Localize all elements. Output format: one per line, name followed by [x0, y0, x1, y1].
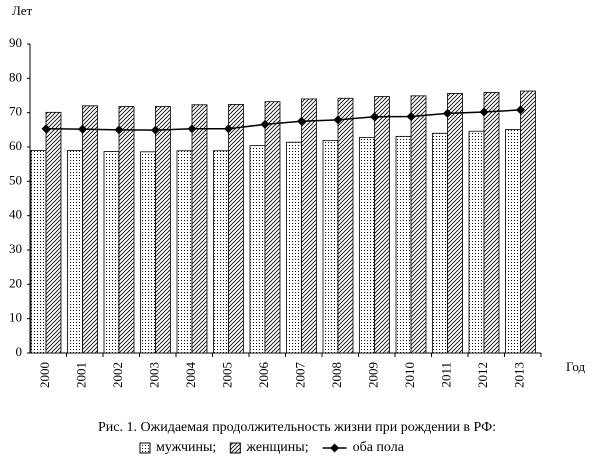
- line-marker: [260, 119, 270, 129]
- bar: [264, 101, 281, 354]
- legend-label: оба пола: [353, 440, 405, 455]
- y-tick-label: 30: [9, 241, 22, 256]
- y-tick-label: 70: [9, 104, 22, 119]
- bar: [301, 98, 317, 354]
- bar: [374, 96, 390, 354]
- x-tick-label: 2003: [146, 362, 161, 388]
- bar: [432, 132, 448, 354]
- legend-label: мужчины;: [156, 440, 216, 455]
- y-tick-label: 0: [16, 344, 23, 359]
- line-marker: [443, 108, 452, 118]
- bar: [176, 150, 193, 354]
- bar: [395, 135, 412, 354]
- y-tick-label: 10: [9, 310, 22, 325]
- line-marker: [406, 111, 416, 121]
- line-marker: [41, 124, 51, 134]
- x-tick-label: 2009: [365, 362, 380, 388]
- bar: [410, 95, 427, 354]
- line-marker: [297, 116, 306, 126]
- line-marker: [114, 125, 124, 135]
- bar: [447, 93, 463, 354]
- legend-swatch: [229, 442, 241, 454]
- bar: [483, 92, 500, 354]
- bar: [103, 151, 120, 354]
- line: [45, 109, 521, 131]
- x-tick-label: 2007: [292, 362, 307, 389]
- x-tick-label: 2002: [110, 362, 125, 388]
- bar: [67, 150, 83, 354]
- y-tick-label: 60: [9, 138, 22, 153]
- x-tick-label: 2004: [183, 362, 198, 389]
- x-tick-label: 2008: [329, 362, 344, 388]
- bar: [322, 140, 339, 354]
- x-tick-label: 2010: [402, 362, 417, 388]
- bar: [140, 151, 156, 354]
- line-marker: [151, 125, 160, 135]
- x-axis-label: Год: [566, 359, 585, 374]
- bar: [191, 104, 208, 354]
- x-tick-label: 2005: [219, 362, 234, 388]
- bar: [118, 106, 135, 354]
- legend-marker: [330, 443, 340, 453]
- line-marker: [78, 124, 87, 134]
- bar: [155, 106, 171, 354]
- bar: [505, 129, 521, 354]
- bar: [213, 150, 229, 354]
- bar: [520, 90, 536, 354]
- chart-title: Рис. 1. Ожидаемая продолжительность жизн…: [98, 420, 496, 435]
- y-tick-label: 80: [9, 69, 22, 84]
- bar: [30, 150, 47, 354]
- bar: [228, 104, 244, 354]
- line-marker: [370, 112, 379, 122]
- line-marker: [479, 107, 489, 117]
- line-marker: [187, 124, 197, 134]
- line-marker: [333, 115, 343, 125]
- x-tick-label: 2012: [475, 362, 490, 388]
- line-marker: [516, 105, 525, 115]
- y-tick-label: 50: [9, 172, 22, 187]
- y-tick-label: 40: [9, 207, 22, 222]
- bar: [286, 141, 302, 354]
- legend-swatch: [139, 442, 151, 454]
- bar: [45, 111, 62, 354]
- y-tick-label: 20: [9, 275, 22, 290]
- y-tick-label: 90: [9, 35, 22, 50]
- bar: [359, 136, 375, 354]
- x-tick-label: 2006: [256, 362, 271, 389]
- bar: [249, 145, 266, 354]
- x-tick-label: 2001: [73, 362, 88, 388]
- bar: [468, 130, 485, 354]
- x-tick-label: 2000: [37, 362, 52, 388]
- legend-label: женщины;: [245, 440, 308, 455]
- line-marker: [224, 124, 233, 134]
- y-axis-label: Лет: [12, 3, 32, 18]
- bar: [82, 105, 98, 354]
- x-tick-label: 2011: [438, 362, 453, 388]
- legend: мужчины; женщины; оба пола: [139, 440, 405, 455]
- bar: [337, 97, 354, 354]
- x-tick-label: 2013: [511, 362, 526, 388]
